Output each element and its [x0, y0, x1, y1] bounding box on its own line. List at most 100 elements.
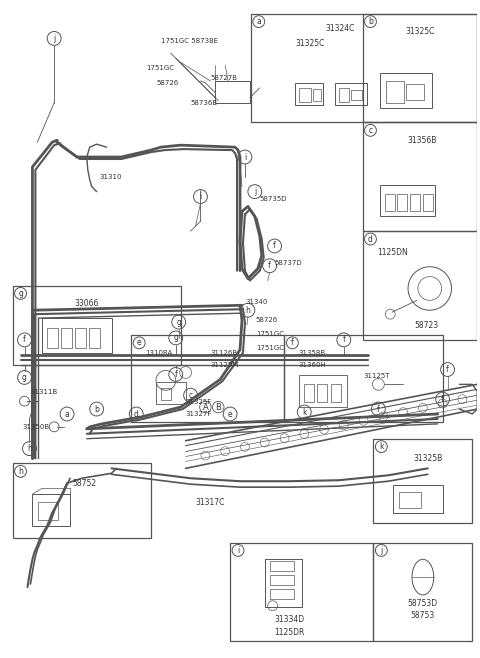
Text: 31125T: 31125T	[363, 374, 390, 380]
Text: g: g	[173, 334, 178, 342]
Bar	[251, 14, 477, 122]
Text: 31310: 31310	[100, 174, 122, 180]
Text: a: a	[256, 17, 261, 26]
Bar	[12, 463, 151, 538]
Bar	[380, 73, 432, 108]
Bar	[304, 384, 314, 402]
Text: d: d	[134, 409, 139, 418]
Bar	[339, 88, 349, 102]
Bar	[12, 286, 180, 365]
Text: f: f	[446, 365, 449, 374]
Bar	[393, 485, 443, 513]
Text: 58726: 58726	[256, 317, 278, 323]
Text: 1751GC: 1751GC	[256, 345, 284, 351]
Bar	[300, 88, 311, 102]
Bar	[89, 328, 100, 348]
Bar	[331, 384, 341, 402]
Text: f: f	[291, 338, 294, 347]
Bar	[406, 84, 424, 99]
Text: 1310RA: 1310RA	[145, 349, 172, 356]
Text: 31327F: 31327F	[186, 411, 212, 417]
Text: 58723: 58723	[415, 320, 439, 330]
Text: 58753D: 58753D	[408, 599, 438, 608]
Text: d: d	[368, 234, 373, 243]
Text: 58737D: 58737D	[275, 260, 302, 266]
Bar	[47, 328, 58, 348]
Text: h: h	[18, 467, 23, 476]
Text: 31311B: 31311B	[30, 390, 58, 395]
Text: b: b	[94, 405, 99, 414]
Text: 31325B: 31325B	[413, 454, 443, 463]
Text: e: e	[228, 409, 232, 418]
Text: e: e	[137, 338, 142, 347]
Text: g: g	[22, 373, 27, 382]
Text: 31350B: 31350B	[23, 424, 49, 430]
Text: g: g	[18, 289, 23, 298]
Text: a: a	[65, 409, 70, 418]
Text: b: b	[368, 17, 373, 26]
Text: 31325C: 31325C	[296, 39, 325, 48]
Bar	[397, 193, 407, 211]
Bar	[380, 185, 435, 216]
Text: k: k	[302, 407, 307, 417]
Text: 31325C: 31325C	[405, 27, 434, 36]
Text: f: f	[273, 241, 276, 251]
Text: f: f	[377, 405, 380, 414]
Text: 31325F: 31325F	[186, 399, 212, 405]
Text: j: j	[53, 34, 55, 43]
Text: f: f	[441, 395, 444, 403]
Text: 58727B: 58727B	[210, 75, 237, 81]
Bar	[362, 231, 477, 340]
Text: 31334D: 31334D	[275, 615, 304, 624]
Bar	[270, 589, 294, 599]
Bar	[386, 81, 404, 103]
Bar	[270, 575, 294, 585]
Bar	[317, 384, 327, 402]
Bar	[38, 502, 58, 520]
Bar	[362, 14, 477, 122]
Text: 1125DR: 1125DR	[274, 628, 305, 637]
Text: 58752: 58752	[72, 478, 96, 488]
Bar	[61, 328, 72, 348]
Bar	[230, 542, 373, 642]
Text: j: j	[380, 546, 383, 555]
Text: 58735D: 58735D	[260, 195, 287, 201]
Text: 1751GC: 1751GC	[146, 65, 174, 71]
Text: f: f	[268, 261, 271, 270]
Bar	[295, 83, 323, 105]
Bar	[156, 382, 186, 404]
Text: h: h	[245, 306, 251, 315]
Bar	[216, 81, 250, 103]
Bar	[373, 439, 472, 522]
Bar	[313, 89, 321, 101]
Text: 33066: 33066	[74, 299, 99, 308]
Text: f: f	[342, 336, 345, 344]
Bar	[75, 328, 86, 348]
Text: i: i	[244, 153, 246, 161]
Text: 31317C: 31317C	[195, 499, 225, 507]
Text: 31356B: 31356B	[407, 136, 436, 145]
Bar	[42, 318, 111, 353]
Bar	[270, 561, 294, 571]
Text: 31126B: 31126B	[210, 349, 238, 356]
Bar	[410, 193, 420, 211]
Bar	[131, 335, 285, 422]
Text: c: c	[189, 391, 192, 399]
Text: i: i	[199, 192, 202, 201]
Text: 58736B: 58736B	[191, 99, 218, 106]
Text: 1751GC: 1751GC	[256, 331, 284, 337]
Text: 31358B: 31358B	[298, 349, 325, 356]
Text: 31340: 31340	[245, 299, 267, 305]
Bar	[161, 388, 171, 400]
Bar	[423, 193, 433, 211]
Text: j: j	[254, 187, 256, 196]
Text: 58753: 58753	[411, 611, 435, 620]
Text: 1125DN: 1125DN	[377, 248, 408, 257]
Bar	[285, 335, 443, 422]
Text: i: i	[237, 546, 239, 555]
Text: f: f	[23, 336, 26, 344]
Text: g: g	[176, 318, 181, 326]
Bar	[351, 89, 361, 99]
Text: k: k	[379, 442, 384, 451]
Text: c: c	[369, 126, 372, 135]
